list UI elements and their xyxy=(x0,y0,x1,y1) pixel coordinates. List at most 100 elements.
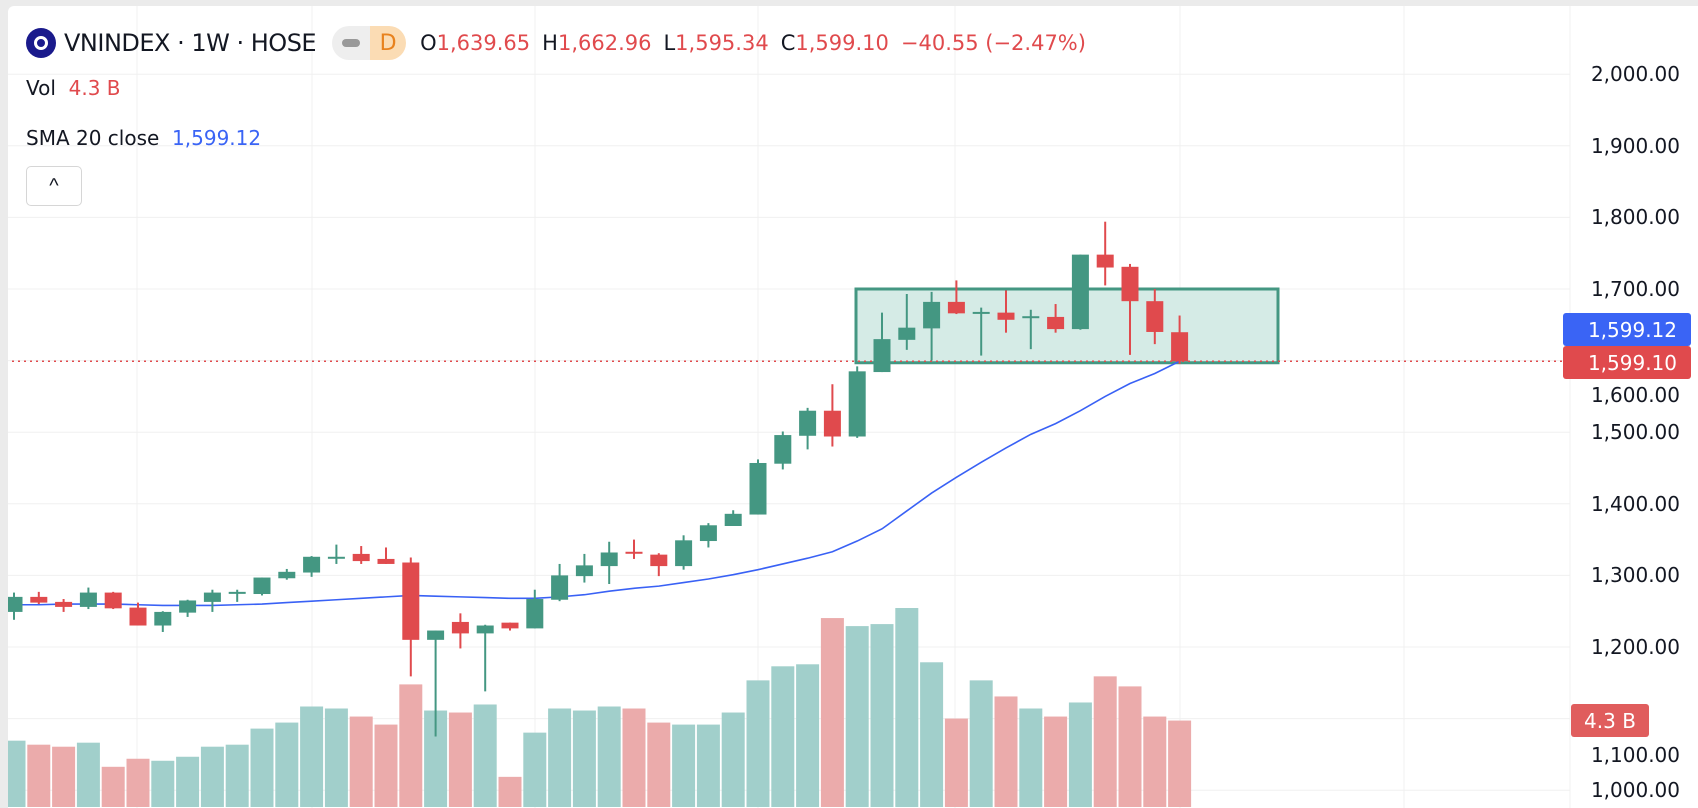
volume-bar xyxy=(448,712,472,807)
candle-body xyxy=(451,621,469,634)
volume-bar xyxy=(597,706,621,807)
sma-legend[interactable]: SMA 20 close 1,599.12 xyxy=(26,126,261,150)
volume-bar xyxy=(696,724,720,807)
y-tick-label: 1,000.00 xyxy=(1590,778,1680,803)
candle-body xyxy=(551,575,569,600)
sma-price-label: 1,599.12 xyxy=(1563,313,1691,346)
candle-body xyxy=(625,551,643,554)
ohlc-close-value: 1,599.10 xyxy=(795,31,889,55)
chevron-up-icon: ^ xyxy=(49,174,59,197)
sma-line xyxy=(14,360,1180,607)
volume-bar xyxy=(895,608,919,807)
candle-body xyxy=(129,607,147,626)
candle-body xyxy=(79,592,97,607)
ohlc-close-label: C xyxy=(780,31,796,55)
ohlc-low-value: 1,595.34 xyxy=(675,31,769,55)
symbol-title[interactable]: VNINDEX · 1W · HOSE xyxy=(64,29,317,57)
volume-bar xyxy=(8,740,26,807)
volume-bar xyxy=(820,618,844,807)
candle-body xyxy=(8,596,23,612)
collapse-legend-button[interactable]: ^ xyxy=(26,166,82,206)
volume-bar xyxy=(300,706,324,807)
candle-body xyxy=(575,565,593,577)
candle-body xyxy=(104,592,122,609)
volume-bar xyxy=(845,626,869,807)
volume-bar xyxy=(324,708,348,807)
volume-bar xyxy=(672,724,696,807)
candle-body xyxy=(154,611,172,626)
ohlc-low-label: L xyxy=(663,31,676,55)
y-tick-label: 1,400.00 xyxy=(1590,491,1680,516)
candle-body xyxy=(327,556,345,559)
candle-body xyxy=(303,556,321,573)
volume-label: Vol xyxy=(26,76,56,100)
volume-bar xyxy=(647,722,671,807)
volume-bar xyxy=(771,666,795,807)
volume-legend[interactable]: Vol 4.3 B xyxy=(26,76,121,100)
candle-body xyxy=(848,371,866,437)
volume-bar xyxy=(473,704,497,807)
volume-bar xyxy=(76,742,100,807)
candle-body xyxy=(749,462,767,515)
price-chart[interactable] xyxy=(8,6,1698,808)
volume-bar xyxy=(920,662,944,807)
volume-bar xyxy=(870,624,894,807)
status-dot-icon xyxy=(332,26,371,60)
candle-body xyxy=(898,327,916,340)
volume-bar xyxy=(622,708,646,807)
volume-bar xyxy=(721,712,745,807)
sma-value: 1,599.12 xyxy=(172,126,262,150)
volume-bar xyxy=(101,766,125,807)
volume-bar xyxy=(1093,676,1117,807)
candle-body xyxy=(774,435,792,464)
candle-body xyxy=(724,513,742,526)
candle-body xyxy=(799,410,817,436)
volume-bar xyxy=(1019,708,1043,807)
ohlc-close: C1,599.10 xyxy=(781,31,889,55)
candle-body xyxy=(675,540,693,567)
candle-body xyxy=(352,553,370,562)
ohlc-open: O1,639.65 xyxy=(420,31,530,55)
symbol-legend: VNINDEX · 1W · HOSE D O1,639.65 H1,662.9… xyxy=(26,26,1098,60)
rectangle-drawing xyxy=(854,287,1280,365)
volume-bar xyxy=(151,760,175,807)
candle-body xyxy=(501,622,519,629)
y-tick-label: 1,500.00 xyxy=(1590,420,1680,445)
volume-bar xyxy=(52,746,76,807)
candle-body xyxy=(30,596,48,603)
volume-bar xyxy=(498,776,522,807)
delayed-badge: D xyxy=(370,26,407,60)
ohlc-high: H1,662.96 xyxy=(542,31,651,55)
volume-bar xyxy=(1143,716,1167,807)
volume-bar xyxy=(225,744,249,807)
candle-body xyxy=(1121,266,1139,302)
volume-bar xyxy=(796,664,820,807)
y-tick-label: 1,100.00 xyxy=(1590,743,1680,767)
candle-body xyxy=(377,558,395,564)
candle-body xyxy=(972,311,990,314)
candle-body xyxy=(253,577,271,595)
last-price-label: 1,599.10 xyxy=(1563,346,1691,379)
candle-body xyxy=(402,562,420,640)
volume-bar xyxy=(994,696,1018,807)
ohlc-open-label: O xyxy=(420,31,437,55)
candle-body xyxy=(228,591,246,594)
candle-body xyxy=(1071,254,1089,330)
volume-bar xyxy=(969,680,993,807)
candle-body xyxy=(873,339,891,373)
candle-body xyxy=(476,625,494,634)
volume-bar xyxy=(944,718,968,807)
candle-body xyxy=(55,601,73,607)
ohlc-open-value: 1,639.65 xyxy=(436,31,531,55)
candle-body xyxy=(203,592,221,602)
market-status-badge[interactable]: D xyxy=(332,26,407,60)
y-tick-label: 2,000.00 xyxy=(1590,62,1680,87)
ohlc-high-label: H xyxy=(542,31,558,55)
candle-body xyxy=(1022,316,1040,319)
candle-body xyxy=(947,301,965,314)
price-change: −40.55 (−2.47%) xyxy=(900,31,1086,55)
y-tick-label: 1,600.00 xyxy=(1590,383,1680,407)
candle-body xyxy=(600,552,618,567)
candle-body xyxy=(278,571,296,579)
y-tick-label: 1,800.00 xyxy=(1590,205,1680,230)
